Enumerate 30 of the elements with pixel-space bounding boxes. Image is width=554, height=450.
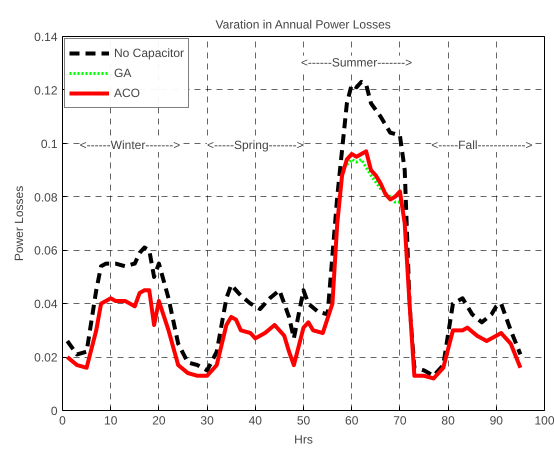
annotation: <------Winter-------> — [80, 138, 180, 152]
y-tick-label: 0.02 — [34, 350, 58, 365]
y-tick-label: 0.04 — [34, 297, 58, 312]
y-tick-label: 0.12 — [34, 83, 58, 98]
x-tick-label: 10 — [104, 414, 118, 428]
legend-label: ACO — [114, 86, 140, 100]
y-tick-label: 0.14 — [34, 30, 58, 44]
y-tick-label: 0.1 — [40, 136, 58, 151]
annotation: <------Summer-------> — [300, 56, 412, 70]
x-tick-label: 80 — [441, 414, 456, 428]
y-tick-label: 0.08 — [34, 190, 58, 204]
line-series — [345, 158, 402, 204]
x-axis-title: Hrs — [294, 432, 313, 446]
x-tick-label: 60 — [345, 414, 359, 428]
x-tick-label: 50 — [296, 414, 310, 428]
x-tick-label: 20 — [152, 414, 166, 428]
x-tick-label: 70 — [393, 414, 407, 428]
annotation: <-----Spring-------> — [206, 138, 304, 152]
y-axis-title: Power Losses — [12, 186, 26, 262]
legend-label: GA — [114, 66, 132, 80]
x-tick-label: 30 — [200, 414, 214, 428]
x-tick-label: 100 — [534, 414, 554, 428]
x-tick-label: 40 — [248, 414, 262, 428]
x-tick-label: 0 — [59, 414, 66, 428]
legend-label: No Capacitor — [114, 46, 184, 60]
x-tick-label: 90 — [490, 414, 504, 428]
chart-title: Varation in Annual Power Losses — [216, 18, 391, 32]
y-tick-label: 0 — [50, 404, 58, 418]
y-tick-label: 0.06 — [34, 244, 58, 258]
annotation: <-----Fall------------> — [431, 138, 532, 152]
